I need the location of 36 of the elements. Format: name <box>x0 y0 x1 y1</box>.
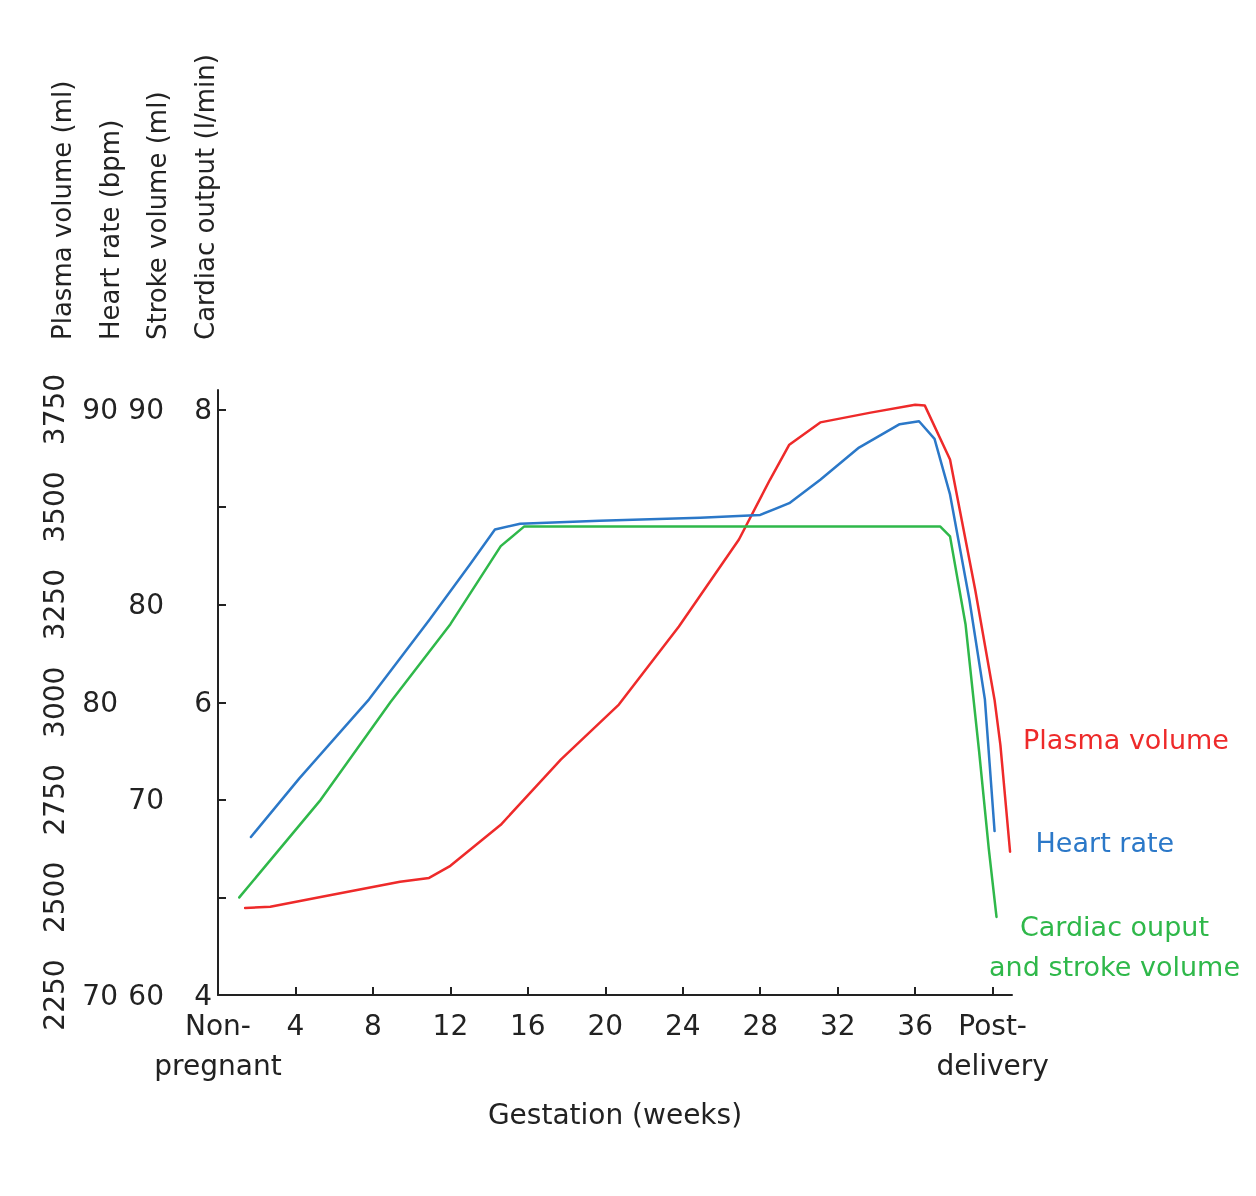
y2-tick-label: 70 <box>82 978 118 1012</box>
y-tick-label: 3500 <box>37 471 71 543</box>
x-tick-label: 36 <box>897 1008 933 1042</box>
x-tick-label: 28 <box>742 1008 779 1042</box>
x-tick-label: 20 <box>587 1008 624 1042</box>
x-tick-label: Post- delivery <box>936 1008 1049 1082</box>
x-tick-label: 4 <box>286 1008 305 1042</box>
y-tick-label: 3750 <box>37 373 71 446</box>
y2-tick-label: 80 <box>82 685 118 719</box>
y-tick-label: 2500 <box>37 861 71 934</box>
line-series <box>249 419 996 839</box>
y3-axis-title: Stroke volume (ml) <box>142 91 172 340</box>
y-tick-label: 3250 <box>37 569 71 641</box>
x-tick-label: 24 <box>664 1008 701 1042</box>
series-label: Plasma volume <box>1023 724 1229 756</box>
x-tick-label: 16 <box>510 1008 546 1042</box>
y3-tick-label: 90 <box>128 393 164 427</box>
y-tick-label: 2750 <box>37 764 71 836</box>
y3-tick-label: 70 <box>128 783 164 817</box>
y-tick-label: 2250 <box>37 959 71 1031</box>
text: 6 <box>194 685 212 719</box>
x-tick-label: 12 <box>432 1008 469 1042</box>
x-axis-title: Gestation (weeks) <box>487 1097 743 1131</box>
series-label: Heart rate <box>1035 826 1175 858</box>
series-label: Cardiac ouput and stroke volume <box>989 911 1240 983</box>
y2-tick-label: 90 <box>82 393 118 427</box>
x-tick-label: 32 <box>819 1008 856 1042</box>
y-axis-title: Plasma volume (ml) <box>47 80 77 340</box>
line-series <box>238 525 998 919</box>
x-tick-label: 8 <box>364 1008 382 1042</box>
y-tick-label: 3000 <box>37 666 71 738</box>
y2-axis-title: Heart rate (bpm) <box>95 119 125 340</box>
text: 8 <box>194 393 212 427</box>
y3-tick-label: 80 <box>128 588 164 622</box>
text: Cardiac output (l/min) <box>190 54 220 340</box>
line-series <box>243 403 1012 910</box>
